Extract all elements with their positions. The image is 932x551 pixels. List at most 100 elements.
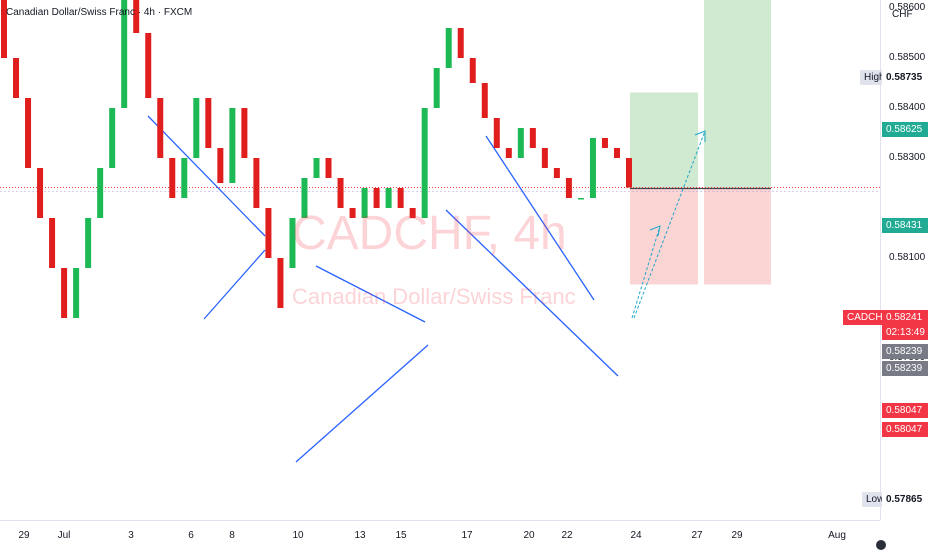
- candle-body: [337, 178, 344, 208]
- time-tick-label: 10: [292, 530, 304, 541]
- time-tick-label: 29: [731, 530, 743, 541]
- candle-body: [193, 98, 200, 158]
- time-tick-label: 24: [630, 530, 642, 541]
- candle-body: [445, 28, 452, 68]
- candle-body: [409, 208, 416, 218]
- candle-body: [613, 148, 620, 158]
- entry-label-1: 0.58239: [882, 344, 928, 359]
- price-tick-label: 0.58400: [889, 102, 926, 113]
- candle-body: [301, 178, 308, 218]
- trendline: [295, 344, 429, 463]
- time-tick-label: 29: [18, 530, 30, 541]
- candle-body: [13, 58, 20, 98]
- projection-arrows: [631, 130, 706, 319]
- candle-body: [49, 218, 56, 268]
- candle-body: [169, 158, 176, 198]
- candle-body: [577, 198, 584, 200]
- target-zone-1: [630, 92, 698, 189]
- candle-body: [565, 178, 572, 198]
- current-price-label: 0.58241: [882, 310, 928, 325]
- candle-body: [529, 128, 536, 148]
- candle-body: [361, 188, 368, 218]
- time-tick-label: 22: [561, 530, 573, 541]
- candle-body: [541, 148, 548, 168]
- countdown-label: 02:13:49: [882, 325, 928, 340]
- candle-body: [145, 33, 152, 98]
- candle-body: [25, 98, 32, 168]
- target-upper-label: 0.58625: [882, 122, 928, 137]
- candle-body: [397, 188, 404, 208]
- candle-body: [181, 158, 188, 198]
- candle-body: [589, 138, 596, 198]
- symbol-tag: CADCHF: [843, 310, 893, 325]
- watermark-symbol: CADCHF, 4h: [292, 207, 567, 260]
- trendline: [315, 265, 426, 323]
- candle-body: [205, 98, 212, 148]
- candle-body: [97, 168, 104, 218]
- stop-label-1: 0.58047: [882, 403, 928, 418]
- price-tick-label: 0.58500: [889, 52, 926, 63]
- high-value: 0.58735: [882, 70, 928, 85]
- projection-arrow-1: [631, 225, 661, 319]
- candle-body: [133, 0, 140, 33]
- time-tick-label: 3: [128, 530, 134, 541]
- arrow-head-icon: [649, 225, 661, 237]
- entry-label-2: 0.58239: [882, 361, 928, 376]
- candle-body: [229, 108, 236, 183]
- candle-body: [433, 68, 440, 108]
- scroll-to-realtime-icon[interactable]: [876, 540, 886, 550]
- candle-body: [313, 158, 320, 178]
- candles: [1, 0, 632, 318]
- candle-body: [325, 158, 332, 178]
- candle-body: [277, 258, 284, 308]
- pattern-lines: [147, 115, 619, 463]
- candle-body: [385, 188, 392, 208]
- low-tag: Low: [862, 492, 889, 507]
- time-tick-label: Aug: [828, 530, 846, 541]
- high-tag: High: [860, 70, 889, 85]
- stop-label-2: 0.58047: [882, 422, 928, 437]
- time-tick-label: 27: [691, 530, 703, 541]
- stop-zone-1: [630, 188, 698, 285]
- candle-body: [121, 0, 128, 108]
- candle-body: [601, 138, 608, 148]
- time-tick-label: 13: [354, 530, 366, 541]
- trendline: [445, 209, 619, 377]
- trendline: [203, 249, 266, 320]
- candle-body: [73, 268, 80, 318]
- time-tick-label: 6: [188, 530, 194, 541]
- candle-body: [85, 218, 92, 268]
- time-tick-label: 20: [523, 530, 535, 541]
- candle-body: [349, 208, 356, 218]
- candle-body: [61, 268, 68, 318]
- candle-body: [553, 168, 560, 178]
- time-axis[interactable]: [0, 520, 880, 551]
- candle-body: [481, 83, 488, 118]
- price-tick-label: 0.58300: [889, 152, 926, 163]
- candle-body: [217, 148, 224, 183]
- price-tick-label: 0.58100: [889, 252, 926, 263]
- candle-body: [109, 108, 116, 168]
- candle-body: [373, 188, 380, 208]
- trendline: [147, 115, 266, 237]
- candle-body: [457, 28, 464, 58]
- time-tick-label: 17: [461, 530, 473, 541]
- target-zone-2: [704, 0, 771, 189]
- stop-zone-2: [704, 188, 771, 285]
- candle-body: [469, 58, 476, 83]
- arrow-head-icon: [694, 130, 706, 142]
- time-tick-label: 8: [229, 530, 235, 541]
- candle-body: [253, 158, 260, 208]
- time-tick-label: 15: [395, 530, 407, 541]
- candle-body: [289, 218, 296, 268]
- trendline: [485, 135, 595, 301]
- time-tick-label: Jul: [57, 530, 71, 541]
- watermark-name: Canadian Dollar/Swiss Franc: [292, 284, 576, 309]
- candle-body: [265, 208, 272, 258]
- price-tick-label: 0.58600: [889, 1, 926, 13]
- candle-body: [1, 0, 7, 58]
- candle-body: [37, 168, 44, 218]
- candle-body: [517, 128, 524, 158]
